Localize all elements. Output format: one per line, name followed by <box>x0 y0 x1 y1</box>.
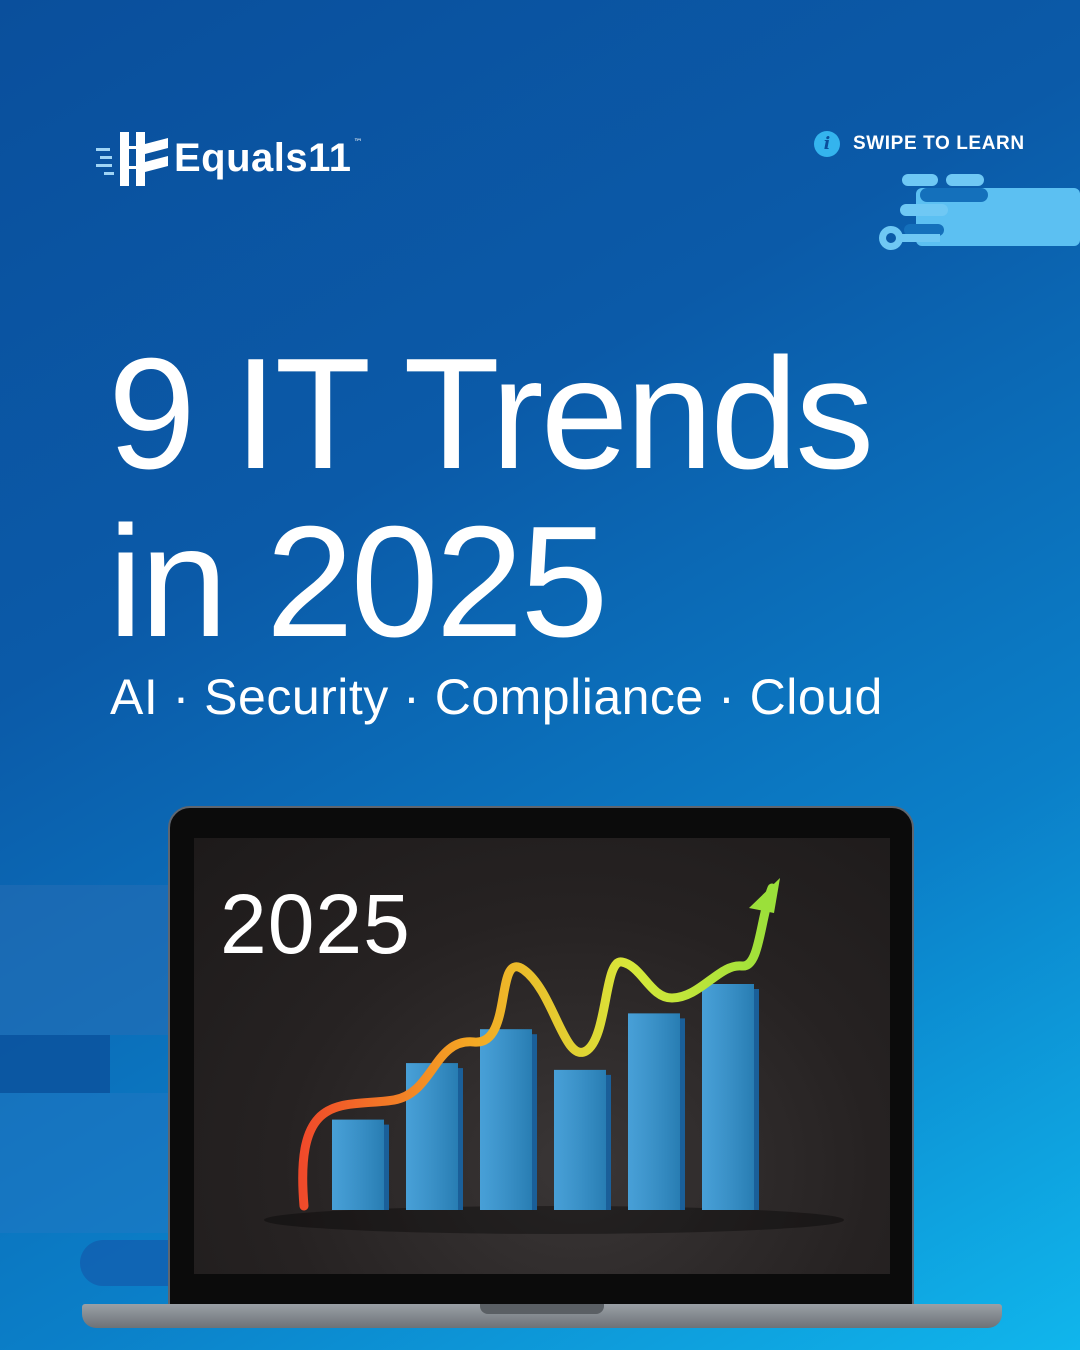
bar-shading <box>628 1013 680 1210</box>
swipe-label: SWIPE TO LEARN <box>853 133 1025 154</box>
growth-chart-illustration <box>264 878 844 1234</box>
screen-year: 2025 <box>220 877 411 971</box>
headline: 9 IT Trends in 2025 <box>108 326 874 670</box>
trademark-symbol: ™ <box>353 138 363 148</box>
bar-shading <box>702 984 754 1210</box>
bar-shading <box>480 1029 532 1210</box>
headline-line-2: in 2025 <box>108 494 608 670</box>
info-icon: i <box>814 131 840 157</box>
laptop-illustration: 2025 <box>82 806 1002 1350</box>
decorative-stripe <box>0 1093 180 1233</box>
headline-line-1: 9 IT Trends <box>108 326 874 502</box>
circuit-lines-icon <box>879 174 1080 250</box>
laptop-bezel: 2025 <box>168 806 914 1306</box>
bar-side <box>754 989 759 1210</box>
brand-name: Equals11 <box>174 135 352 180</box>
trend-line <box>298 883 777 1211</box>
decorative-stripe <box>0 1035 110 1093</box>
bar-side <box>384 1124 389 1210</box>
brand-logo: Equals11 ™ <box>96 128 362 188</box>
bar-side <box>532 1034 537 1210</box>
bar-shading <box>332 1119 384 1210</box>
equals11-logo-icon <box>96 132 168 186</box>
laptop-screen: 2025 <box>194 838 890 1274</box>
bar-shading <box>554 1069 606 1210</box>
trend-arrow-head <box>749 878 780 913</box>
swipe-to-learn-cta[interactable]: i SWIPE TO LEARN <box>814 131 1025 157</box>
bar-side <box>606 1074 611 1210</box>
subtitle: AI · Security · Compliance · Cloud <box>110 669 883 725</box>
bar-side <box>458 1068 463 1210</box>
bar-side <box>680 1018 685 1210</box>
decorative-stripe <box>0 885 180 1035</box>
laptop-notch <box>480 1304 604 1314</box>
